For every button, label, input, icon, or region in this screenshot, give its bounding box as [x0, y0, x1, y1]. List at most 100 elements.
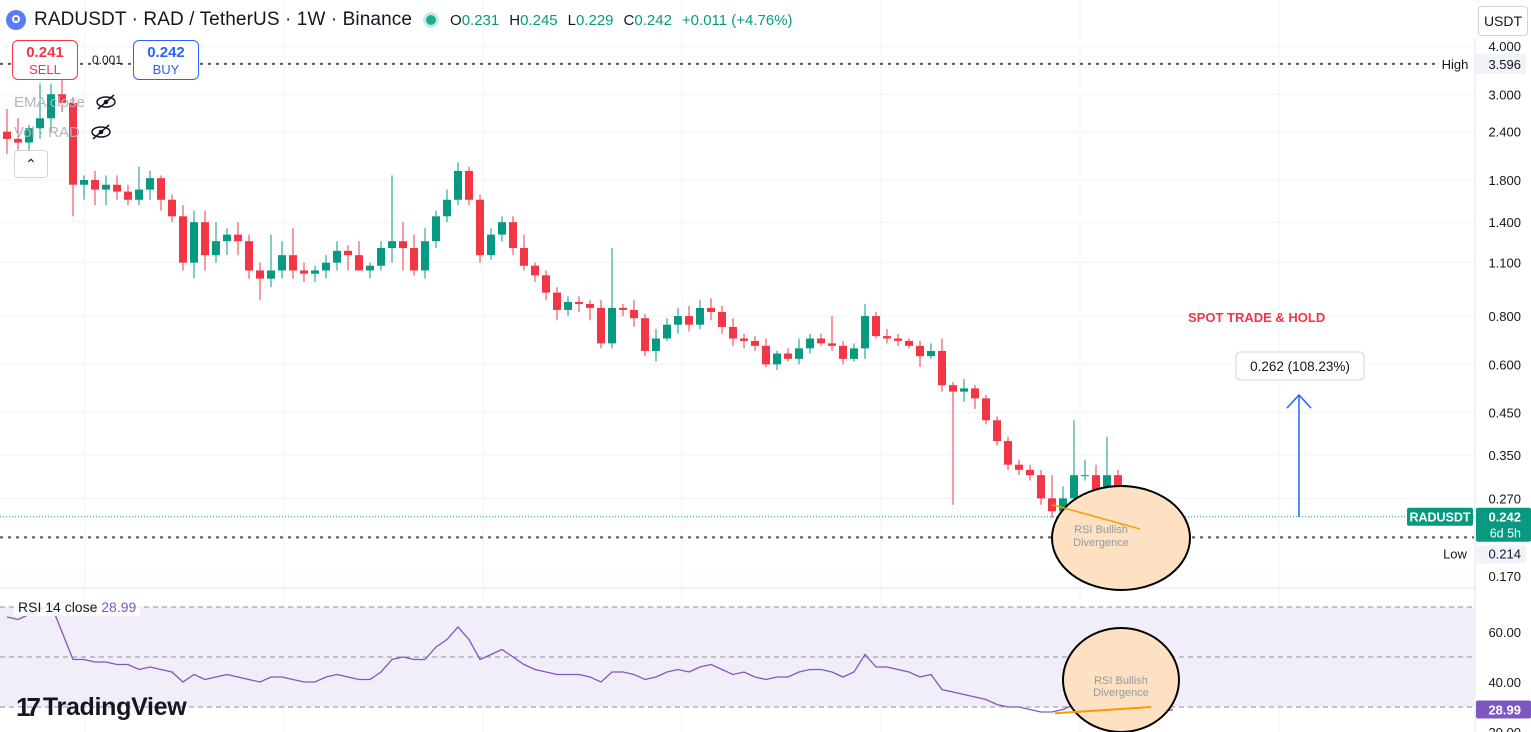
sell-button[interactable]: 0.241 SELL	[12, 40, 78, 80]
price-tick-label: 0.600	[1488, 357, 1521, 372]
candle-body	[850, 348, 858, 359]
current-price-bg	[1476, 507, 1531, 542]
divergence-label-rsi: Divergence	[1093, 687, 1149, 699]
candle-body	[300, 270, 308, 274]
price-candles	[3, 63, 1177, 533]
candle-body	[135, 189, 143, 200]
candle-body	[25, 128, 33, 143]
candle-body	[190, 222, 198, 263]
divergence-line-rsi	[1054, 706, 1152, 715]
candle-body	[146, 178, 154, 190]
high-label: High	[1442, 57, 1469, 72]
candle-body	[1092, 475, 1100, 493]
high-value: 3.596	[1488, 57, 1521, 72]
candle-body	[520, 248, 528, 266]
candle-body	[355, 255, 363, 271]
ema-label: EMA close	[14, 93, 85, 111]
low-label-bg	[1438, 545, 1474, 564]
divergence-circle-price	[1051, 485, 1191, 591]
candle-body	[718, 311, 726, 327]
candle-body	[69, 102, 77, 185]
sell-price: 0.241	[26, 44, 64, 61]
low-value-bg	[1476, 545, 1526, 564]
chart-header: RADUSDT · RAD / TetherUS · 1W · Binance …	[6, 8, 793, 32]
price-tick-label: 4.000	[1488, 39, 1521, 54]
eye-hidden-icon[interactable]	[90, 123, 112, 141]
candle-body	[498, 222, 506, 235]
arrow-head-icon	[1286, 393, 1312, 409]
candle-body	[916, 345, 924, 357]
high-value-bg	[1476, 53, 1526, 74]
rsi-tick-label: 40.00	[1488, 675, 1521, 690]
target-box	[1235, 351, 1365, 381]
candle-body	[663, 324, 671, 339]
price-tick-label: 0.450	[1488, 406, 1521, 421]
low-label: Low	[1443, 546, 1467, 561]
candle-body	[1004, 441, 1012, 465]
candle-body	[1015, 464, 1023, 470]
price-tick-label: 0.270	[1488, 491, 1521, 506]
coin-logo-icon	[6, 10, 26, 30]
candle-body	[641, 318, 649, 351]
rsi-legend[interactable]: RSI 14 close 28.99	[14, 598, 141, 616]
candle-body	[575, 302, 583, 304]
sell-label: SELL	[29, 62, 61, 77]
symbol-tag-bg	[1407, 507, 1473, 526]
price-tick-label: 1.400	[1488, 215, 1521, 230]
buy-button[interactable]: 0.242 BUY	[133, 40, 199, 80]
candle-body	[476, 199, 484, 256]
candle-body	[828, 343, 836, 346]
candle-body	[1070, 475, 1078, 499]
candle-body	[905, 340, 913, 346]
price-tick-label: 1.800	[1488, 173, 1521, 188]
symbol-title[interactable]: RADUSDT · RAD / TetherUS · 1W · Binance	[34, 9, 413, 30]
candle-body	[597, 307, 605, 344]
open-value: 0.231	[461, 11, 500, 29]
candle-body	[773, 353, 781, 365]
divergence-circle-rsi	[1062, 627, 1180, 732]
candle-body	[531, 265, 539, 276]
candle-body	[366, 265, 374, 271]
candle-body	[696, 307, 704, 325]
currency-button[interactable]: USDT	[1478, 6, 1528, 36]
candle-body	[685, 316, 693, 325]
volume-label: Vol · RAD	[14, 123, 80, 141]
price-tick-label: 0.350	[1488, 448, 1521, 463]
candle-body	[168, 199, 176, 217]
rsi-value: 28.99	[1488, 703, 1521, 718]
target-box-text: 0.262 (108.23%)	[1250, 359, 1350, 374]
low-value: 0.214	[1488, 546, 1521, 561]
symbol-tag: RADUSDT	[1409, 511, 1470, 525]
candle-body	[872, 316, 880, 337]
rsi-line	[6, 603, 1174, 713]
candle-body	[1081, 475, 1089, 477]
eye-hidden-icon[interactable]	[95, 93, 117, 111]
volume-indicator-row[interactable]: Vol · RAD	[14, 123, 112, 141]
candle-body	[157, 178, 165, 200]
candle-body	[960, 388, 968, 392]
candle-body	[993, 420, 1001, 442]
candle-body	[652, 338, 660, 351]
ohlc-readout: O0.231 H0.245 L0.229 C0.242 +0.011 (+4.7…	[450, 11, 793, 29]
ema-indicator-row[interactable]: EMA close	[14, 93, 117, 111]
candle-body	[80, 180, 88, 185]
rsi-legend-value: 28.99	[101, 599, 137, 615]
candle-body	[223, 234, 231, 242]
rsi-tick-label: 20.00	[1488, 725, 1521, 732]
high-value: 0.245	[520, 11, 558, 29]
candle-body	[762, 345, 770, 365]
low-value: 0.229	[575, 11, 614, 29]
collapse-legend-button[interactable]: ⌃	[14, 150, 48, 178]
candle-body	[333, 250, 341, 263]
candle-body	[740, 338, 748, 341]
price-tick-label: 2.400	[1488, 125, 1521, 140]
candle-body	[1103, 475, 1111, 493]
candle-body	[421, 241, 429, 271]
candle-body	[608, 307, 616, 344]
tradingview-logo[interactable]: 17 TradingView	[16, 692, 187, 723]
candle-body	[674, 316, 682, 325]
candle-body	[102, 184, 110, 190]
close-value: 0.242	[634, 11, 672, 29]
candle-body	[289, 255, 297, 271]
